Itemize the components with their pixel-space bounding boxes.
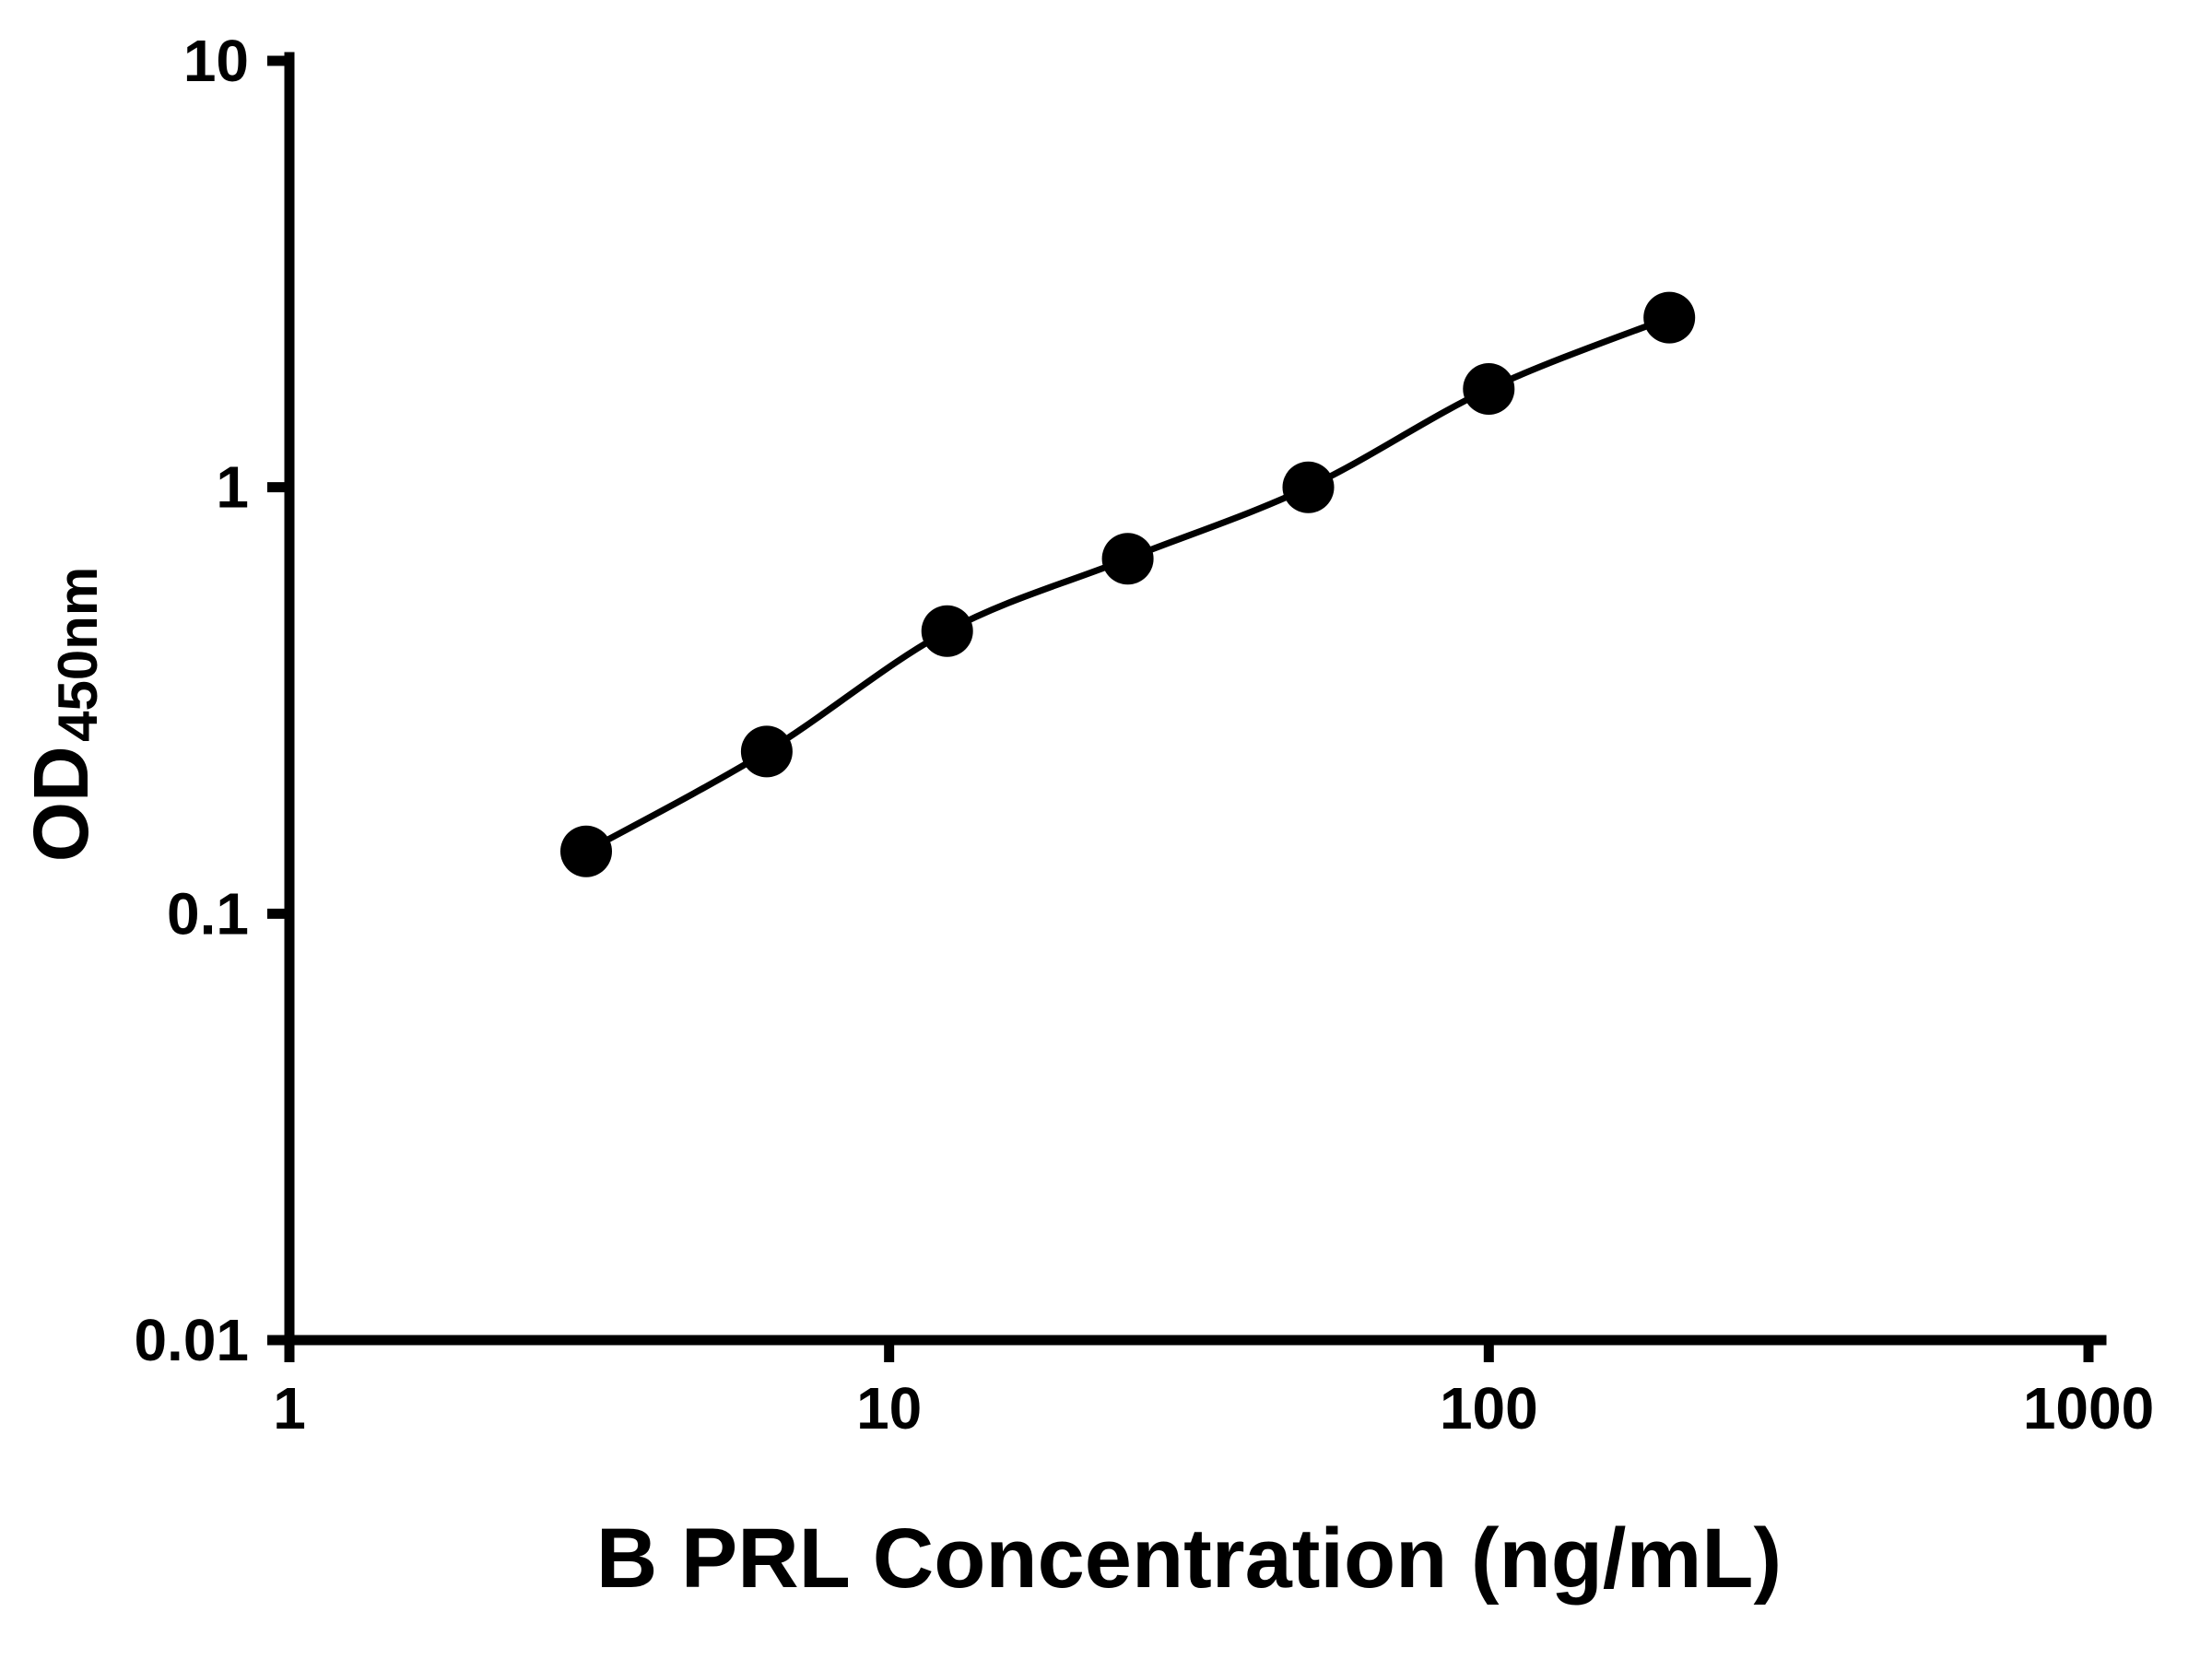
data-point-marker: [1463, 363, 1515, 415]
y-tick-label: 1: [216, 454, 249, 521]
y-axis-title-subscript: 450nm: [47, 567, 109, 742]
data-point-marker: [1282, 461, 1335, 513]
y-tick-label: 0.01: [134, 1307, 249, 1373]
x-tick-label: 1: [273, 1375, 306, 1441]
x-axis-ticks: [284, 1340, 2094, 1362]
y-axis-tick-labels: 0.01 0.1 1 10: [134, 28, 249, 1373]
x-tick-label: 1000: [2023, 1375, 2154, 1441]
x-axis-tick-labels: 1 10 100 1000: [273, 1375, 2154, 1441]
x-axis-title: B PRL Concentration (ng/mL): [596, 1512, 1782, 1606]
y-tick-label: 10: [183, 28, 249, 94]
data-point-marker: [560, 825, 612, 877]
data-point-marker: [740, 725, 793, 778]
axes: [284, 52, 2107, 1346]
data-points: [560, 291, 1696, 877]
data-point-marker: [921, 605, 973, 657]
data-point-marker: [1643, 291, 1696, 344]
y-tick-label: 0.1: [167, 880, 249, 947]
axis-spine: [284, 52, 2107, 1346]
x-tick-label: 100: [1440, 1375, 1538, 1441]
y-axis-ticks: [267, 55, 289, 1346]
y-axis-title: OD 450nm: [18, 567, 109, 863]
data-point-marker: [1101, 533, 1154, 585]
x-tick-label: 10: [856, 1375, 922, 1441]
y-axis-title-main: OD: [18, 746, 104, 862]
